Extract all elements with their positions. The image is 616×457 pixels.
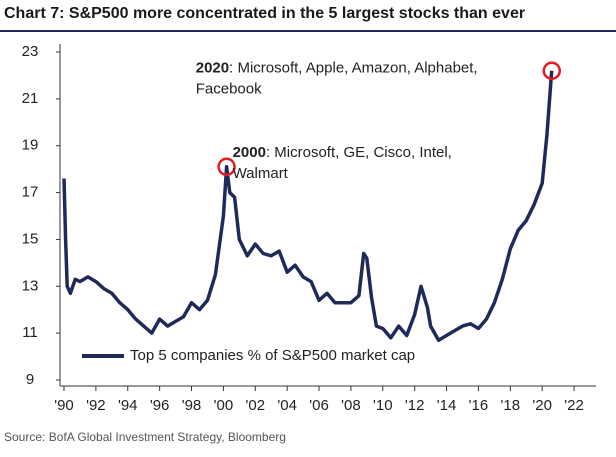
annotation-marker xyxy=(217,157,236,177)
x-tick-label: '18 xyxy=(501,397,521,414)
x-tick-label: '22 xyxy=(564,397,584,414)
annotation-marker xyxy=(542,61,561,80)
annotation-text: Facebook xyxy=(196,81,262,98)
x-tick-label: '20 xyxy=(532,397,552,414)
x-tick-label: '94 xyxy=(118,397,138,414)
x-tick-label: '12 xyxy=(405,397,425,414)
annotation: 2000: Microsoft, GE, Cisco, Intel, xyxy=(233,144,452,161)
y-tick-label: 9 xyxy=(26,371,34,388)
y-tick-label: 17 xyxy=(22,184,39,201)
annotation-text: : Microsoft, Apple, Amazon, Alphabet, xyxy=(229,60,477,77)
annotation-bold: 2000 xyxy=(233,144,266,161)
source: Source: BofA Global Investment Strategy,… xyxy=(4,430,286,444)
x-tick-label: '14 xyxy=(437,397,457,414)
annotation: Walmart xyxy=(233,165,289,182)
line xyxy=(62,70,554,342)
x-tick-label: '06 xyxy=(309,397,329,414)
x-tick-label: '98 xyxy=(182,397,202,414)
x-tick-label: '16 xyxy=(469,397,489,414)
y-tick-label: 21 xyxy=(22,90,39,107)
x-tick-label: '92 xyxy=(86,397,106,414)
x-tick-label: '02 xyxy=(245,397,265,414)
annotation-bold: 2020 xyxy=(196,60,229,77)
x-tick-label: '96 xyxy=(150,397,170,414)
x-tick-label: '90 xyxy=(54,397,74,414)
y-tick-label: 13 xyxy=(22,277,39,294)
x-tick-label: '08 xyxy=(341,397,361,414)
annotation: 2020: Microsoft, Apple, Amazon, Alphabet… xyxy=(196,60,478,77)
chart-title: Chart 7: S&P500 more concentrated in the… xyxy=(4,5,525,22)
y-tick-label: 15 xyxy=(22,230,39,247)
x-tick-label: '10 xyxy=(373,397,393,414)
x-tick-label: '00 xyxy=(214,397,234,414)
annotation-text: Walmart xyxy=(233,165,289,182)
y-tick-label: 11 xyxy=(22,324,38,341)
annotation: Facebook xyxy=(196,81,262,98)
x-tick-label: '04 xyxy=(277,397,297,414)
annotation-text: : Microsoft, GE, Cisco, Intel, xyxy=(266,144,452,161)
y-tick-label: 19 xyxy=(22,137,39,154)
legend-label: Top 5 companies % of S&P500 market cap xyxy=(130,347,415,364)
y-tick-label: 23 xyxy=(22,43,39,60)
